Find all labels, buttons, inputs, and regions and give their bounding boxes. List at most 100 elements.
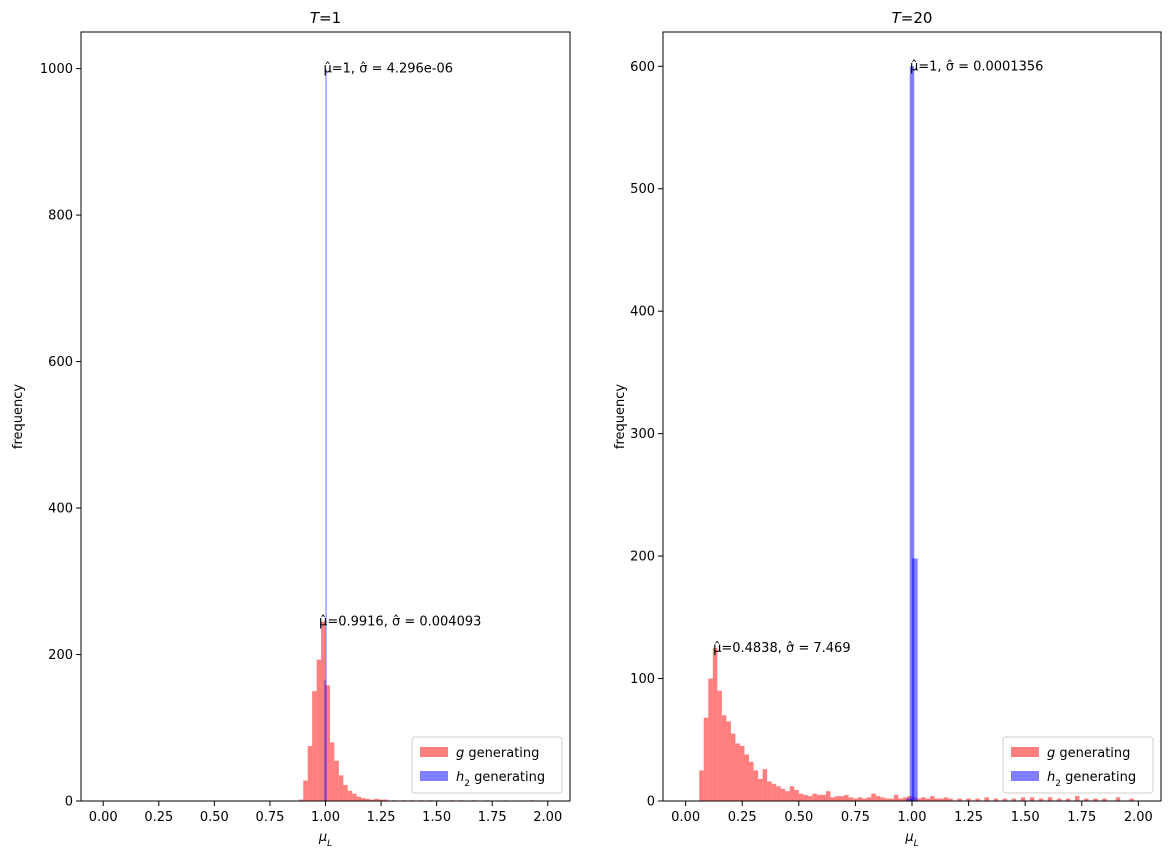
- annotation-2: μ̂=0.9916, σ̂ = 0.004093: [319, 615, 481, 630]
- bar: [866, 797, 872, 801]
- legend-g: g: [1047, 746, 1055, 761]
- legend-box: [411, 736, 563, 794]
- bar: [975, 798, 980, 801]
- legend-label: g generating: [1047, 746, 1130, 761]
- bar: [1029, 797, 1035, 801]
- y-tick-label: 200: [48, 648, 73, 663]
- bar: [830, 797, 836, 801]
- legend-rest: generating: [1061, 770, 1136, 785]
- bar: [1065, 798, 1071, 801]
- title-value: =1: [319, 9, 341, 27]
- bar: [912, 558, 918, 801]
- x-tick-label: 0.00: [671, 810, 700, 825]
- legend-rest: generating: [464, 746, 539, 761]
- y-tick-label: 400: [630, 305, 655, 320]
- bar: [785, 791, 790, 801]
- bar: [875, 796, 881, 801]
- bar: [699, 770, 704, 801]
- bar: [744, 754, 750, 801]
- x-tick-label: 1.25: [367, 810, 396, 825]
- bar: [721, 715, 727, 801]
- bar: [717, 690, 722, 801]
- bar: [316, 659, 322, 801]
- xlabel-sub: L: [327, 839, 332, 849]
- bar: [365, 798, 370, 801]
- y-tick-label: 500: [630, 182, 655, 197]
- bar: [730, 733, 736, 801]
- chart-title: T=20: [892, 9, 933, 27]
- bar: [771, 783, 777, 801]
- y-tick-label: 100: [630, 672, 655, 687]
- bar: [1047, 797, 1053, 801]
- bar: [1074, 796, 1080, 801]
- bar: [925, 798, 931, 801]
- legend-swatch: [1011, 771, 1039, 781]
- x-tick-label: 0.00: [89, 810, 118, 825]
- x-tick-label: 2.00: [533, 810, 562, 825]
- bar: [758, 778, 763, 801]
- y-tick-label: 800: [48, 209, 73, 224]
- x-tick-label: 1.00: [898, 810, 927, 825]
- bar: [1129, 798, 1134, 801]
- bar: [739, 745, 745, 801]
- xlabel-sub: L: [914, 839, 919, 849]
- bar: [780, 788, 786, 801]
- bar: [807, 796, 813, 801]
- y-tick-label: 0: [647, 795, 655, 810]
- series-2-3: [909, 66, 915, 801]
- bar: [712, 647, 718, 801]
- bar: [857, 797, 863, 801]
- annotation-2: μ̂=0.4838, σ̂ = 7.469: [713, 641, 851, 656]
- legend-swatch: [420, 747, 448, 757]
- bar: [1084, 798, 1089, 801]
- bar: [324, 680, 326, 801]
- bar: [369, 799, 375, 801]
- bar: [880, 797, 885, 801]
- bar: [893, 794, 899, 801]
- bar: [902, 797, 908, 801]
- bar: [776, 786, 781, 801]
- x-axis-label: μL: [318, 830, 332, 849]
- bar: [921, 797, 926, 801]
- bar: [812, 793, 817, 801]
- bar: [794, 789, 799, 801]
- bar: [321, 621, 326, 801]
- x-tick-label: 0.50: [200, 810, 229, 825]
- legend-rest: generating: [1055, 746, 1130, 761]
- y-tick-label: 0: [65, 795, 73, 810]
- bar: [325, 685, 330, 801]
- bar: [361, 798, 366, 801]
- y-tick-label: 200: [630, 550, 655, 565]
- title-value: =20: [901, 9, 933, 27]
- legend-rest: generating: [470, 770, 545, 785]
- legend-label: h2 generating: [1047, 770, 1136, 789]
- bar: [943, 797, 949, 801]
- bar: [338, 775, 344, 801]
- y-tick-label: 1000: [40, 62, 73, 77]
- x-tick-label: 0.75: [841, 810, 870, 825]
- legend-h: h: [1047, 770, 1055, 785]
- chart-panel-1: 0.00 0.25 0.50 0.75 1.00 1.25 1.50 1.75 2.00 0 200…: [11, 9, 571, 849]
- x-tick-label: 0.25: [728, 810, 757, 825]
- x-tick-label: 1.00: [311, 810, 340, 825]
- series-2-2: [906, 558, 918, 801]
- bar: [753, 770, 759, 801]
- xlabel-mu: μ: [904, 830, 913, 845]
- chart-title: T=1: [310, 9, 341, 27]
- bar: [1011, 798, 1017, 801]
- xlabel-mu: μ: [318, 830, 327, 845]
- bar: [1115, 797, 1121, 801]
- legend-label: h2 generating: [456, 770, 545, 789]
- bar: [835, 796, 840, 801]
- bar: [347, 790, 353, 801]
- x-tick-label: 1.75: [478, 810, 507, 825]
- bar: [898, 798, 903, 801]
- legend-g: g: [456, 746, 464, 761]
- x-tick-label: 1.25: [954, 810, 983, 825]
- bar: [934, 798, 940, 801]
- bar: [948, 798, 953, 801]
- bar: [1002, 798, 1008, 801]
- bar: [325, 68, 327, 802]
- bar: [984, 797, 989, 801]
- title-var: T: [892, 9, 903, 27]
